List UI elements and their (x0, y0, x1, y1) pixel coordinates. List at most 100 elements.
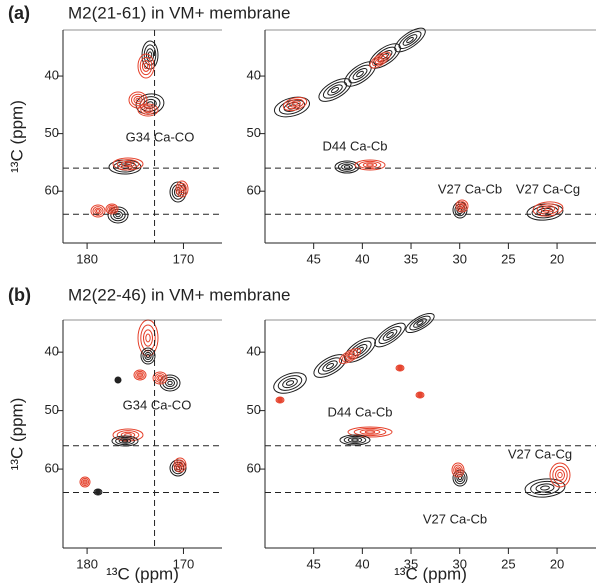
contour (133, 369, 147, 381)
contour (453, 464, 463, 476)
contour (341, 350, 359, 362)
contour (540, 485, 550, 491)
panel: 45 40 35 30 25 20 40 50 60 D44 Ca-Cb V27 Ca-Cg V27 … (247, 312, 596, 583)
contour (327, 84, 343, 96)
contour (137, 103, 159, 117)
x-tick-label: 25 (501, 556, 515, 571)
contour (273, 372, 307, 394)
contour (135, 97, 141, 103)
contour (339, 434, 371, 446)
contour (282, 96, 308, 112)
contour (143, 62, 149, 70)
contour (178, 184, 186, 194)
y-tick-label: 40 (247, 344, 261, 359)
contour (406, 36, 414, 44)
contour (347, 353, 353, 359)
contour (386, 331, 394, 339)
contour (142, 349, 154, 363)
y-tick-label: 40 (45, 344, 59, 359)
annotation: D44 Ca-Cb (327, 404, 392, 419)
contour (135, 370, 145, 380)
contour (110, 207, 114, 211)
x-tick-label: 20 (550, 251, 564, 266)
contour (159, 374, 181, 392)
contour (460, 204, 464, 208)
x-tick-label: 45 (306, 251, 320, 266)
contour (157, 376, 163, 380)
x-tick-label: 35 (404, 251, 418, 266)
contour (352, 343, 368, 357)
annotation: D44 Ca-Cb (322, 138, 387, 153)
x-tick-label: 180 (76, 556, 98, 571)
contour (140, 324, 156, 352)
contour (343, 435, 367, 445)
contour (114, 376, 122, 384)
contour (396, 365, 404, 371)
y-tick-label: 40 (247, 67, 261, 82)
annotation: V27 Ca-Cb (423, 511, 487, 526)
contour (154, 373, 166, 383)
contour (451, 462, 465, 478)
contour (535, 483, 555, 493)
x-tick-label: 20 (550, 556, 564, 571)
y-tick-label: 60 (45, 461, 59, 476)
annotation: G34 Ca-CO (123, 397, 192, 412)
contour (354, 159, 386, 171)
contour (167, 380, 173, 386)
contour (544, 206, 552, 212)
panel: 180 170 40 50 60 G34 Ca-CO (a) M2(21-61) in VM+… (7, 3, 290, 267)
contour (394, 27, 426, 53)
contour (276, 397, 284, 403)
contour (351, 438, 359, 442)
contour (79, 476, 91, 488)
contour (178, 462, 182, 468)
contour (92, 206, 104, 216)
contour (352, 67, 368, 81)
contour (362, 162, 378, 168)
y-tick-label: 50 (247, 402, 261, 417)
contour (147, 51, 153, 59)
annotation: V27 Ca-Cg (508, 446, 572, 461)
contour (398, 366, 402, 370)
contour (377, 57, 383, 63)
contour (334, 160, 360, 174)
contour (456, 467, 460, 473)
panel: 180 170 40 50 60 G34 Ca-CO (b) M2(22-46) in VM+… (7, 285, 290, 584)
x-tick-label: 180 (76, 251, 98, 266)
y-tick-label: 50 (45, 125, 59, 140)
contour (176, 461, 184, 469)
contour (121, 439, 129, 443)
x-tick-label: 40 (355, 556, 369, 571)
contour (549, 462, 571, 488)
contour (374, 322, 406, 348)
contour (173, 457, 187, 473)
contour (108, 206, 116, 212)
contour (325, 363, 335, 369)
contour (80, 477, 90, 487)
contour (145, 108, 151, 112)
panel-label: (b) (8, 285, 31, 305)
contour (278, 398, 282, 402)
contour (344, 337, 376, 363)
contour (322, 81, 348, 99)
contour (124, 162, 132, 166)
y-axis-label: ¹³C (ppm) (7, 398, 26, 471)
contour (177, 182, 187, 196)
panel-label: (a) (8, 3, 30, 23)
contour (291, 102, 299, 106)
contour (143, 106, 153, 114)
annotation: G34 Ca-CO (126, 129, 195, 144)
x-tick-label: 30 (452, 556, 466, 571)
contour (144, 351, 152, 361)
contour (152, 371, 168, 385)
contour (364, 430, 376, 434)
contour (277, 375, 303, 391)
contour (530, 480, 560, 496)
contour (395, 364, 405, 372)
contour (131, 93, 145, 107)
contour (141, 60, 151, 72)
contour (289, 100, 301, 108)
contour (359, 429, 381, 435)
y-tick-label: 60 (247, 183, 261, 198)
contour (115, 212, 121, 218)
